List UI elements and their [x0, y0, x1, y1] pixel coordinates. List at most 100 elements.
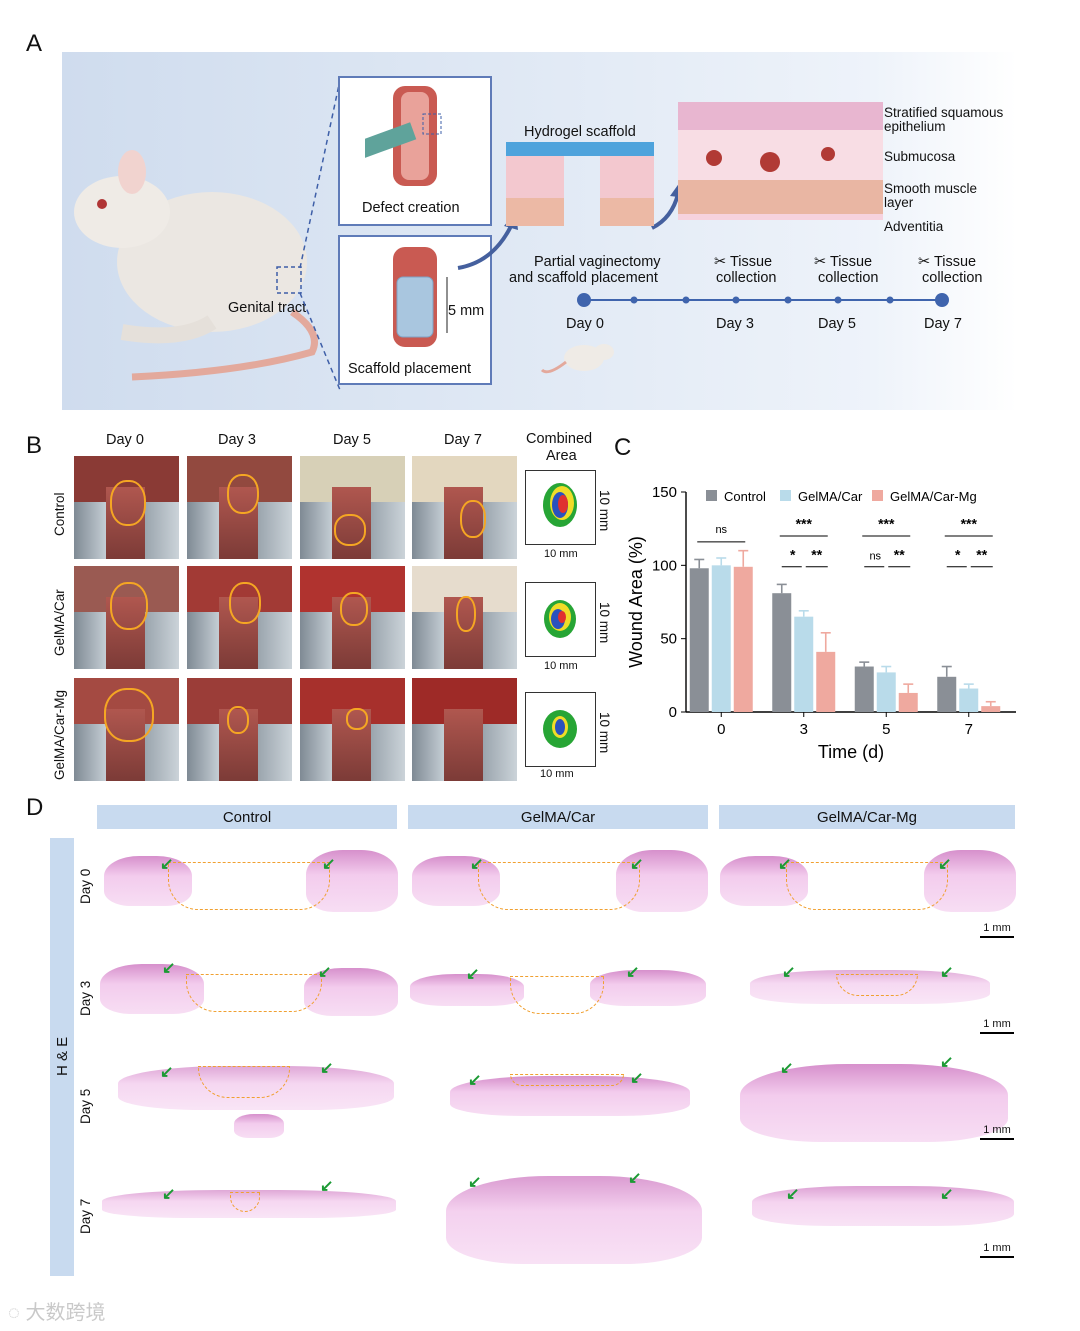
he-gelmacarmg-d7 [752, 1186, 1014, 1226]
he-gelmacarmg-d5 [740, 1064, 1008, 1142]
hydrogel-scaffold-label: Hydrogel scaffold [524, 124, 636, 140]
legend-label: GelMA/Car [798, 489, 863, 504]
mouse-icon [540, 344, 614, 374]
scale-h-control: 10 mm [544, 548, 578, 560]
layer-epithelium: epithelium [884, 119, 946, 134]
day5-tissue-text: Tissue [829, 254, 873, 270]
layer-stratified-squamous: Stratified squamous [884, 105, 1004, 120]
panel-label-c: C [614, 434, 632, 461]
scaffold-illustration [393, 247, 448, 347]
panel-label-d: D [26, 794, 44, 821]
bar-gelma-car-0 [711, 565, 731, 712]
significance-label: *** [878, 516, 895, 532]
arrow-icon: ↙ [470, 856, 484, 873]
he-gelmacar-d7 [446, 1176, 702, 1264]
legend-swatch [706, 490, 717, 501]
scale-v-gelmacar: 10 mm [597, 602, 612, 644]
watermark-text: 大数跨境 [25, 1302, 106, 1324]
arrow-icon: ↙ [626, 964, 640, 981]
legend-label: GelMA/Car-Mg [890, 489, 977, 504]
combined-area-gelmacarmg-plot [543, 710, 577, 748]
he-control-d5-fragment [234, 1114, 284, 1138]
he-strip [50, 838, 74, 1276]
timeline-day5: Day 5 [818, 316, 856, 332]
watermark: ◌ 大数跨境 [8, 1296, 105, 1325]
y-tick-label: 50 [660, 631, 677, 648]
gap-control-d3 [186, 974, 322, 1012]
gap-gelmacar-d5 [510, 1074, 624, 1086]
b-combined-line1: Combined [526, 431, 593, 447]
arrow-icon: ↙ [940, 1054, 954, 1071]
bar-gelma-car-mg-0 [733, 566, 753, 712]
gap-control-d0 [168, 862, 330, 910]
scale-v-control: 10 mm [597, 490, 612, 532]
day7-tissue: ✂ Tissue [918, 254, 976, 270]
procedure-line1: Partial vaginectomy [534, 254, 661, 270]
bar-control-0 [689, 568, 709, 712]
timeline-day7: Day 7 [924, 316, 962, 332]
significance-label: ns [869, 550, 881, 562]
bar-gelma-car-3 [794, 616, 814, 712]
scalebar-d5-text: 1 mm [983, 1124, 1011, 1136]
arrow-icon: ↙ [468, 1174, 482, 1191]
watermark-logo-icon: ◌ [8, 1302, 20, 1324]
b-combined-line2: Area [546, 448, 577, 464]
arrow-icon: ↙ [318, 964, 332, 981]
photo-control-day3 [187, 456, 292, 559]
day3-collection: collection [716, 270, 777, 286]
significance-label: ** [894, 546, 905, 562]
scissors-icon: ✂ [814, 254, 827, 270]
day5-tissue: ✂ Tissue [814, 254, 872, 270]
rat-illustration [74, 150, 318, 381]
x-tick-label: 5 [882, 721, 890, 738]
arrow-icon: ↙ [320, 1178, 334, 1195]
gap-control-d5 [198, 1066, 290, 1098]
defect-creation-box: Defect creation [338, 76, 492, 226]
combined-area-gelmacarmg [525, 692, 596, 767]
significance-label: ns [715, 524, 727, 536]
scalebar-d3-text: 1 mm [983, 1018, 1011, 1030]
photo-gelmacar-day5 [300, 566, 405, 669]
scalebar-d3: 1 mm [980, 1018, 1014, 1034]
significance-label: *** [796, 516, 813, 532]
layer-submucosa: Submucosa [884, 149, 956, 164]
photo-gelmacar-day7 [412, 566, 517, 669]
scale-h-gelmacar: 10 mm [544, 660, 578, 672]
y-tick-label: 100 [652, 557, 677, 574]
bar-control-5 [854, 666, 874, 712]
significance-label: *** [961, 516, 978, 532]
significance-label: * [955, 546, 961, 562]
he-gelmacarmg-d3 [750, 970, 990, 1004]
b-row-gelmacar: GelMA/Car [52, 589, 67, 656]
scalebar-d0: 1 mm [980, 922, 1014, 938]
bar-gelma-car-5 [876, 672, 896, 712]
d-head-control: Control [97, 805, 397, 829]
d-head-gelmacar: GelMA/Car [408, 805, 708, 829]
x-axis-label: Time (d) [818, 742, 884, 762]
he-label: H & E [54, 1036, 71, 1076]
arrow-icon: ↙ [162, 960, 176, 977]
photo-control-day0 [74, 456, 179, 559]
defect-creation-label: Defect creation [362, 200, 460, 216]
gap-gelmacar-d3 [510, 976, 604, 1014]
scaffold-placement-label: Scaffold placement [348, 361, 472, 377]
five-mm-label: 5 mm [448, 303, 485, 319]
arrow-icon: ↙ [322, 856, 336, 873]
scalebar-d0-text: 1 mm [983, 922, 1011, 934]
legend-swatch [872, 490, 883, 501]
scalebar-d7: 1 mm [980, 1242, 1014, 1258]
bar-control-7 [937, 676, 957, 712]
y-tick-label: 150 [652, 484, 677, 501]
legend-label: Control [724, 489, 766, 504]
significance-label: ** [811, 546, 822, 562]
photo-gelmacar-day3 [187, 566, 292, 669]
d-day0: Day 0 [78, 868, 93, 904]
scissors-icon: ✂ [918, 254, 931, 270]
panel-a-schematic: Genital tract Defect creation 5 mm Scaff… [62, 52, 1017, 410]
b-col-day3: Day 3 [218, 432, 256, 448]
combined-area-gelmacar-plot [544, 600, 576, 638]
arrow-icon: ↙ [778, 856, 792, 873]
layer-smooth-muscle: Smooth muscle [884, 181, 978, 196]
scale-v-gelmacarmg: 10 mm [597, 712, 612, 754]
